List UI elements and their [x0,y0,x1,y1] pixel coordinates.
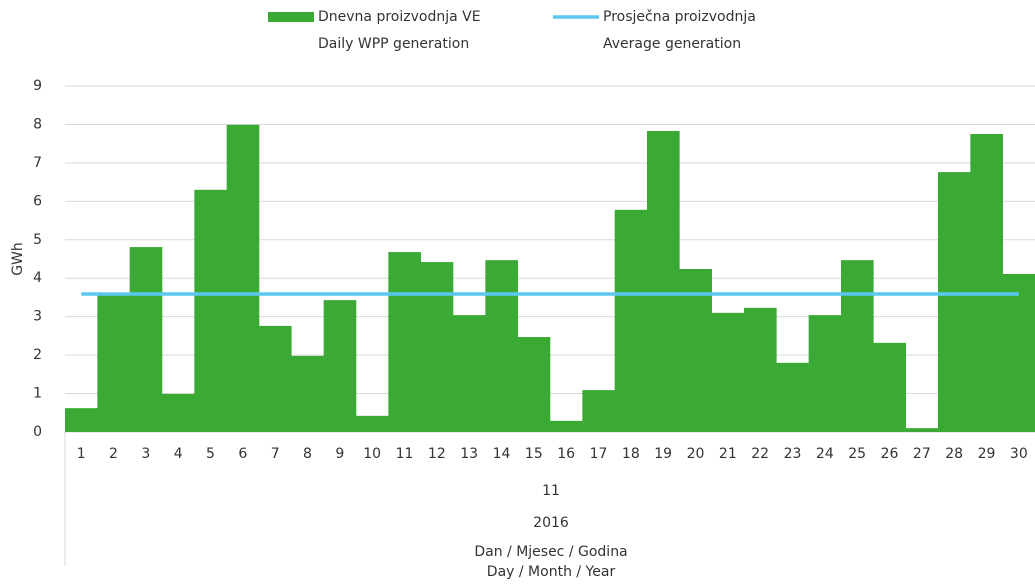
bar [517,337,551,432]
bar [970,134,1003,433]
month-label: 11 [542,483,560,499]
x-tick-label: 22 [751,446,769,462]
x-tick-label: 9 [335,446,344,462]
x-tick-label: 1 [77,446,86,462]
bar [162,393,195,432]
legend-label: Prosječna proizvodnja [603,9,756,25]
bar [647,130,680,433]
x-tick-label: 24 [816,446,834,462]
bar [291,355,324,432]
bar [744,307,777,432]
x-tick-label: 8 [303,446,312,462]
bar [679,268,712,432]
x-tick-label: 20 [687,446,705,462]
y-tick-label: 3 [33,309,42,325]
y-tick-label: 8 [33,116,42,132]
bar [420,262,454,432]
bar [129,247,163,432]
x-tick-label: 4 [174,446,183,462]
x-tick-label: 12 [428,446,446,462]
x-tick-label: 27 [913,446,931,462]
bar [453,315,486,432]
y-tick-label: 4 [33,270,42,286]
legend-label: Daily WPP generation [318,36,469,52]
x-tick-label: 30 [1010,446,1028,462]
y-tick-label: 2 [33,347,42,363]
bar [614,209,648,432]
x-tick-label: 11 [396,446,414,462]
bar [776,362,809,432]
bar [905,428,939,432]
bar [1002,273,1035,432]
legend-label: Average generation [603,36,741,52]
x-tick-label: 3 [141,446,150,462]
x-tick-label: 28 [945,446,963,462]
bar [323,300,357,432]
x-axis-title: Day / Month / Year [487,564,616,580]
y-tick-label: 9 [33,78,42,94]
x-tick-label: 23 [784,446,802,462]
y-tick-label: 1 [33,386,42,402]
legend-label: Dnevna proizvodnja VE [318,9,481,25]
legend-swatch [268,12,314,22]
x-tick-label: 26 [881,446,899,462]
bar [97,295,130,432]
bar [226,124,260,432]
year-label: 2016 [533,515,569,531]
x-tick-label: 16 [557,446,575,462]
x-tick-label: 21 [719,446,737,462]
y-tick-label: 0 [33,424,42,440]
x-tick-label: 2 [109,446,118,462]
bar [65,408,98,432]
bar [711,312,745,432]
bar [808,315,842,432]
x-tick-label: 5 [206,446,215,462]
x-tick-label: 10 [363,446,381,462]
bar [194,189,227,432]
x-tick-label: 14 [493,446,511,462]
x-tick-label: 18 [622,446,640,462]
bar [485,260,518,432]
bar [356,415,389,432]
bar [582,390,615,432]
x-tick-label: 13 [460,446,478,462]
x-tick-label: 29 [978,446,996,462]
y-tick-label: 6 [33,193,42,209]
x-tick-label: 25 [848,446,866,462]
x-tick-label: 7 [271,446,280,462]
x-tick-label: 15 [525,446,543,462]
y-tick-label: 5 [33,232,42,248]
x-tick-label: 6 [238,446,247,462]
y-tick-label: 7 [33,155,42,171]
bar [841,260,874,432]
bar [873,342,906,432]
bar [938,172,971,433]
x-axis-title: Dan / Mjesec / Godina [474,544,627,560]
x-tick-label: 17 [590,446,608,462]
bar [550,420,583,432]
bar [388,252,421,432]
y-axis-title: GWh [10,242,26,276]
bar [259,325,292,432]
x-tick-label: 19 [654,446,672,462]
